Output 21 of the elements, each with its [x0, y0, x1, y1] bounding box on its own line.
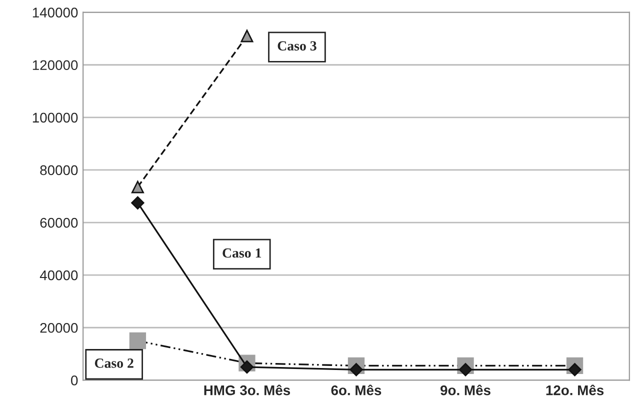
point [129, 332, 146, 350]
point [240, 360, 254, 374]
point [240, 30, 254, 42]
y-tick-label: 60000 [40, 218, 78, 228]
y-tick-label: 0 [71, 376, 78, 386]
y-tick-label: 140000 [32, 8, 78, 18]
y-tick-label: 80000 [40, 165, 78, 176]
point [131, 196, 144, 210]
text: Caso 1 [222, 248, 262, 258]
x-tick-label: 12o. Mês [546, 384, 604, 396]
y-tick-label: 40000 [40, 270, 78, 280]
series-label: Caso 2 [94, 358, 134, 368]
point [131, 180, 144, 194]
x-tick-label: HMG 3o. Mês [204, 384, 290, 396]
y-tick-label: 20000 [40, 322, 78, 333]
x-tick-label: 9o. Mês [440, 384, 490, 396]
y-tick-label: 100000 [32, 112, 78, 123]
y-tick-label: 120000 [32, 60, 78, 70]
point [458, 363, 472, 376]
x-tick-label: 6o. Mês [331, 384, 382, 396]
series-label: Caso 3 [278, 41, 316, 51]
